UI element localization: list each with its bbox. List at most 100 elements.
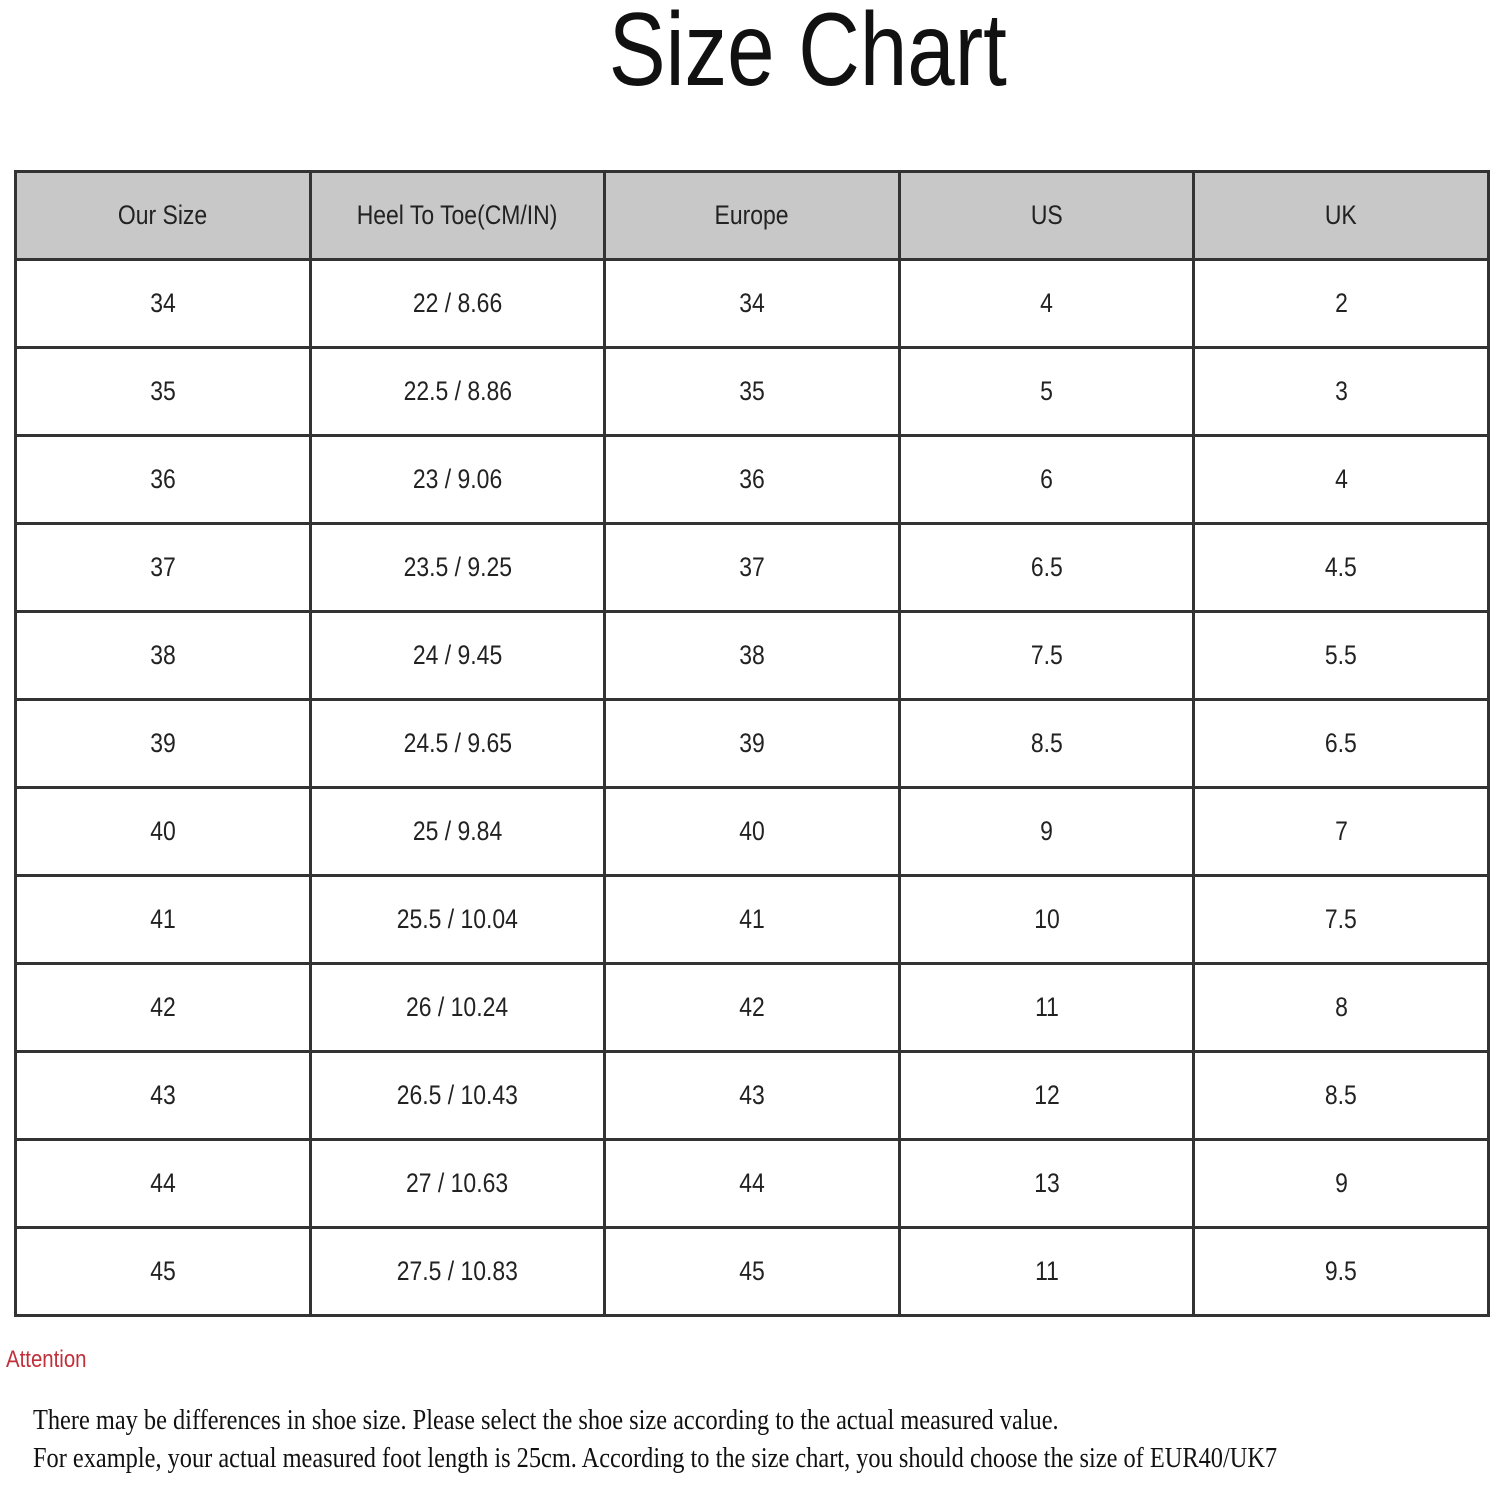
table-cell: 11 [897, 1226, 1196, 1317]
page-title: Size Chart [0, 0, 1500, 102]
cell-text: 11 [1034, 1256, 1059, 1286]
table-cell: 37 [603, 522, 901, 613]
table-cell: 37 [14, 522, 312, 613]
cell-text: 24.5 / 9.65 [403, 728, 512, 758]
table-cell: 8.5 [897, 698, 1196, 789]
table-cell: 11 [897, 962, 1196, 1053]
table-cell: 8 [1192, 962, 1490, 1053]
cell-text: 7.5 [1030, 640, 1063, 670]
table-cell: 7.5 [897, 610, 1196, 701]
cell-text: 6.5 [1325, 728, 1358, 758]
cell-text: 7.5 [1325, 904, 1358, 934]
table-cell: 45 [603, 1226, 901, 1317]
table-header-row: Our Size Heel To Toe(CM/IN) Europe US UK [14, 170, 1490, 261]
cell-text: 37 [150, 552, 176, 582]
table-cell: 2 [1192, 258, 1490, 349]
table-row: 45 27.5 / 10.83 45 11 9.5 [14, 1226, 1490, 1317]
table-cell: 40 [603, 786, 901, 877]
cell-text: 4.5 [1325, 552, 1358, 582]
table-cell: 42 [603, 962, 901, 1053]
cell-text: 8 [1334, 992, 1348, 1022]
table-cell: 38 [603, 610, 901, 701]
attention-label: Attention [6, 1346, 101, 1374]
column-header-text: Our Size [118, 200, 208, 230]
column-header-text: Heel To Toe(CM/IN) [357, 200, 558, 230]
cell-text: 10 [1033, 904, 1060, 934]
table-cell: 6.5 [897, 522, 1196, 613]
cell-text: 3 [1334, 376, 1348, 406]
cell-text: 4 [1040, 288, 1053, 318]
table-cell: 6.5 [1192, 698, 1490, 789]
table-cell: 27 / 10.63 [308, 1138, 607, 1229]
note-text-1: There may be differences in shoe size. P… [33, 1405, 1059, 1436]
table-cell: 24.5 / 9.65 [308, 698, 607, 789]
cell-text: 6 [1040, 464, 1053, 494]
table-cell: 40 [14, 786, 312, 877]
table-cell: 38 [14, 610, 312, 701]
table-cell: 12 [897, 1050, 1196, 1141]
table-row: 41 25.5 / 10.04 41 10 7.5 [14, 874, 1490, 965]
cell-text: 45 [150, 1256, 176, 1286]
table-cell: 35 [603, 346, 901, 437]
cell-text: 40 [150, 816, 176, 846]
column-header-text: UK [1325, 200, 1358, 230]
size-chart-table: Our Size Heel To Toe(CM/IN) Europe US UK 34 2… [14, 170, 1490, 1317]
table-cell: 23.5 / 9.25 [308, 522, 607, 613]
table-cell: 24 / 9.45 [308, 610, 607, 701]
cell-text: 26 / 10.24 [406, 992, 509, 1022]
table-row: 43 26.5 / 10.43 43 12 8.5 [14, 1050, 1490, 1141]
table-cell: 5.5 [1192, 610, 1490, 701]
cell-text: 41 [150, 904, 176, 934]
table-cell: 6 [897, 434, 1196, 525]
cell-text: 11 [1034, 992, 1059, 1022]
cell-text: 35 [150, 376, 176, 406]
table-cell: 10 [897, 874, 1196, 965]
table-cell: 34 [14, 258, 312, 349]
cell-text: 9 [1334, 1168, 1348, 1198]
column-header: Heel To Toe(CM/IN) [308, 170, 607, 261]
table-cell: 45 [14, 1226, 312, 1317]
table-row: 36 23 / 9.06 36 6 4 [14, 434, 1490, 525]
table-cell: 25.5 / 10.04 [308, 874, 607, 965]
cell-text: 39 [739, 728, 765, 758]
table-cell: 7 [1192, 786, 1490, 877]
table-cell: 39 [14, 698, 312, 789]
cell-text: 23.5 / 9.25 [403, 552, 512, 582]
cell-text: 25.5 / 10.04 [396, 904, 519, 934]
cell-text: 39 [150, 728, 176, 758]
table-cell: 22.5 / 8.86 [308, 346, 607, 437]
table-cell: 9 [897, 786, 1196, 877]
table-cell: 4.5 [1192, 522, 1490, 613]
table-cell: 4 [1192, 434, 1490, 525]
cell-text: 43 [739, 1080, 765, 1110]
table-cell: 34 [603, 258, 901, 349]
column-header: Our Size [14, 170, 312, 261]
column-header: UK [1192, 170, 1490, 261]
cell-text: 5.5 [1325, 640, 1358, 670]
cell-text: 40 [739, 816, 765, 846]
note-line-1: There may be differences in shoe size. P… [33, 1405, 1212, 1437]
column-header: US [897, 170, 1196, 261]
cell-text: 36 [739, 464, 765, 494]
table-body: 34 22 / 8.66 34 4 2 35 22.5 / 8.86 35 5 3 36 23 / 9… [14, 258, 1490, 1317]
table-cell: 26.5 / 10.43 [308, 1050, 607, 1141]
column-header-text: US [1030, 200, 1063, 230]
table-cell: 43 [14, 1050, 312, 1141]
cell-text: 23 / 9.06 [412, 464, 503, 494]
table-row: 38 24 / 9.45 38 7.5 5.5 [14, 610, 1490, 701]
cell-text: 37 [739, 552, 765, 582]
cell-text: 38 [739, 640, 765, 670]
table-row: 34 22 / 8.66 34 4 2 [14, 258, 1490, 349]
cell-text: 12 [1033, 1080, 1060, 1110]
table-cell: 43 [603, 1050, 901, 1141]
table-cell: 35 [14, 346, 312, 437]
cell-text: 8.5 [1030, 728, 1063, 758]
cell-text: 44 [739, 1168, 765, 1198]
cell-text: 13 [1033, 1168, 1060, 1198]
table-cell: 44 [14, 1138, 312, 1229]
table-cell: 27.5 / 10.83 [308, 1226, 607, 1317]
table-row: 40 25 / 9.84 40 9 7 [14, 786, 1490, 877]
cell-text: 6.5 [1030, 552, 1063, 582]
note-text-2: For example, your actual measured foot l… [33, 1443, 1278, 1474]
table-row: 42 26 / 10.24 42 11 8 [14, 962, 1490, 1053]
